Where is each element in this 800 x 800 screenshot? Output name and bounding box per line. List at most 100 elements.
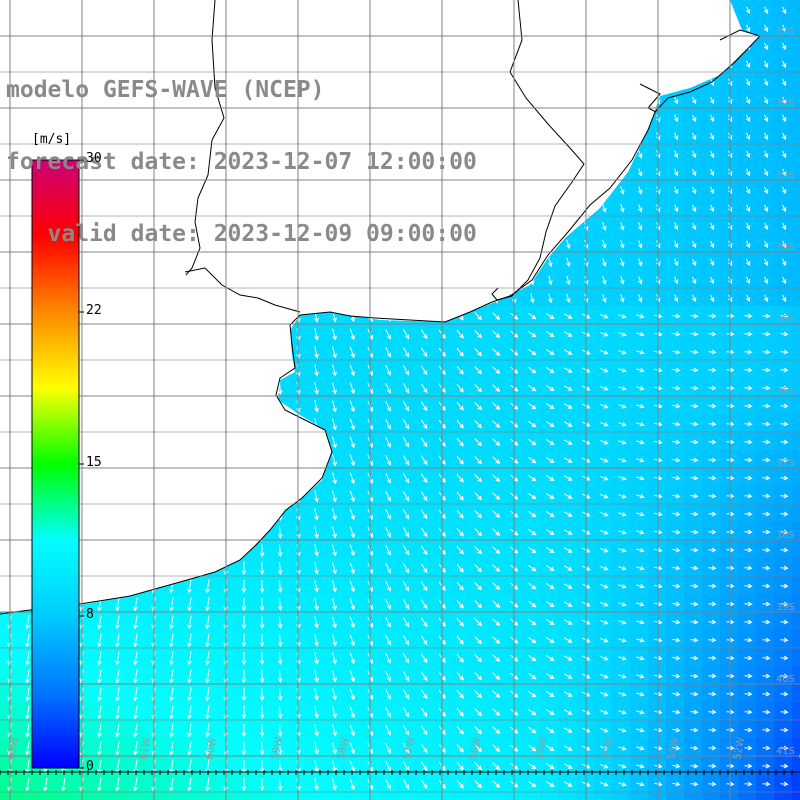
- wind-speed-cell: [594, 558, 612, 576]
- wind-arrow: [546, 349, 555, 355]
- wind-speed-cell: [306, 324, 324, 342]
- wind-arrow: [780, 637, 789, 643]
- wind-speed-cell: [288, 576, 306, 594]
- wind-arrow: [673, 168, 679, 177]
- wind-arrow: [456, 599, 464, 609]
- wind-arrow: [780, 655, 789, 661]
- wind-speed-cell: [684, 576, 702, 594]
- wind-speed-cell: [162, 720, 180, 738]
- wind-arrow: [332, 382, 337, 395]
- wind-speed-cell: [756, 450, 774, 468]
- wind-arrow: [492, 438, 501, 447]
- wind-speed-cell: [306, 756, 324, 774]
- wind-arrow: [690, 565, 699, 571]
- wind-speed-cell: [252, 738, 270, 756]
- wind-speed-cell: [360, 720, 378, 738]
- wind-arrow: [619, 294, 625, 303]
- wind-arrow: [690, 385, 699, 391]
- wind-speed-cell: [306, 378, 324, 396]
- wind-speed-cell: [612, 342, 630, 360]
- wind-speed-cell: [792, 144, 800, 162]
- wind-arrow: [692, 114, 697, 123]
- wind-arrow: [474, 564, 483, 573]
- wind-arrow: [474, 636, 483, 645]
- wind-speed-cell: [648, 792, 666, 800]
- wind-speed-cell: [792, 360, 800, 378]
- colorbar-tick-label: 30: [86, 151, 102, 166]
- wind-speed-cell: [612, 558, 630, 576]
- wind-arrow: [133, 687, 138, 702]
- lat-label: 32S: [776, 98, 795, 109]
- wind-arrow: [672, 475, 681, 481]
- wind-arrow: [780, 727, 789, 733]
- wind-speed-cell: [792, 54, 800, 72]
- wind-speed-cell: [720, 324, 738, 342]
- wind-arrow: [637, 240, 643, 249]
- wind-arrow: [636, 727, 645, 733]
- wind-speed-cell: [360, 702, 378, 720]
- wind-speed-cell: [792, 36, 800, 54]
- wind-speed-cell: [540, 288, 558, 306]
- wind-speed-cell: [180, 630, 198, 648]
- wind-speed-cell: [288, 612, 306, 630]
- wind-arrow: [782, 222, 787, 231]
- wind-arrow: [762, 655, 771, 661]
- wind-speed-cell: [792, 666, 800, 684]
- wind-speed-cell: [738, 450, 756, 468]
- wind-speed-cell: [684, 612, 702, 630]
- wind-arrow: [782, 294, 787, 303]
- wind-arrow: [385, 544, 391, 556]
- wind-arrow: [169, 651, 174, 666]
- wind-speed-cell: [18, 774, 36, 792]
- wind-speed-cell: [720, 738, 738, 756]
- wind-arrow: [187, 705, 192, 720]
- wind-speed-cell: [162, 792, 180, 800]
- wind-arrow: [492, 654, 501, 663]
- wind-arrow: [600, 691, 609, 697]
- wind-arrow: [546, 313, 555, 319]
- wind-speed-cell: [720, 306, 738, 324]
- wind-arrow: [402, 419, 410, 430]
- wind-speed-cell: [0, 648, 18, 666]
- wind-arrow: [205, 615, 210, 630]
- wind-speed-cell: [774, 558, 792, 576]
- wind-arrow: [349, 454, 355, 467]
- wind-speed-cell: [792, 234, 800, 252]
- wind-arrow: [420, 419, 428, 430]
- wind-arrow: [97, 669, 102, 684]
- wind-speed-cell: [666, 360, 684, 378]
- wind-arrow: [205, 741, 210, 756]
- wind-arrow: [690, 547, 699, 553]
- wind-arrow: [474, 510, 483, 519]
- wind-speed-cell: [630, 684, 648, 702]
- wind-arrow: [672, 637, 681, 643]
- wind-speed-cell: [594, 486, 612, 504]
- wind-speed-cell: [234, 738, 252, 756]
- lon-label: 58W: [336, 736, 351, 760]
- wind-arrow: [673, 276, 679, 285]
- wind-speed-cell: [630, 270, 648, 288]
- wind-speed-cell: [630, 522, 648, 540]
- wind-arrow: [780, 493, 789, 499]
- wind-speed-cell: [594, 288, 612, 306]
- wind-arrow: [637, 204, 643, 213]
- wind-arrow: [456, 365, 464, 375]
- wind-speed-cell: [0, 702, 18, 720]
- wind-speed-cell: [630, 558, 648, 576]
- wind-speed-cell: [324, 468, 342, 486]
- wind-arrow: [349, 364, 355, 377]
- wind-speed-cell: [252, 576, 270, 594]
- wind-arrow: [746, 6, 751, 15]
- colorbar-scale: [31, 159, 80, 769]
- wind-speed-cell: [630, 648, 648, 666]
- wind-arrow: [169, 597, 174, 612]
- wind-arrow: [528, 636, 537, 644]
- wind-arrow: [692, 258, 697, 267]
- wind-arrow: [97, 777, 102, 792]
- wind-arrow: [619, 240, 625, 249]
- wind-speed-cell: [468, 792, 486, 800]
- wind-arrow: [636, 367, 645, 373]
- wind-speed-cell: [306, 684, 324, 702]
- wind-speed-cell: [720, 792, 738, 800]
- wind-arrow: [744, 601, 753, 607]
